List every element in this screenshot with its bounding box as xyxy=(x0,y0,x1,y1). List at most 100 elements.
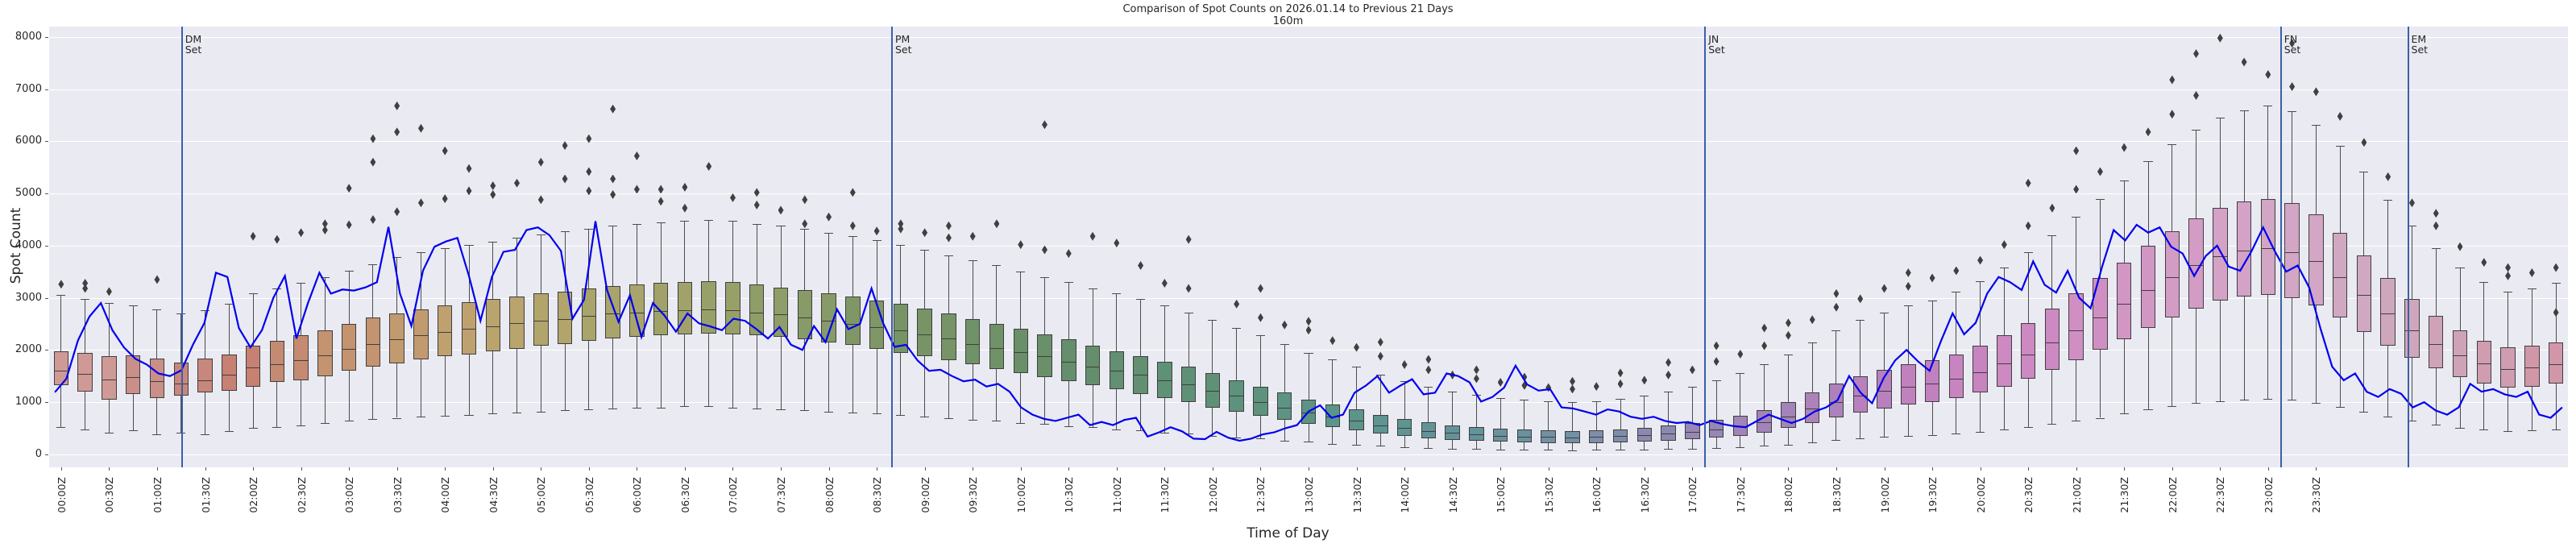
outlier-marker xyxy=(2289,39,2296,48)
whisker-cap xyxy=(2215,400,2225,402)
outlier-marker xyxy=(370,215,376,224)
x-tick-mark xyxy=(156,467,158,471)
x-tick-label: 22:00Z xyxy=(2166,477,2179,513)
box xyxy=(2284,202,2300,298)
x-tick-mark xyxy=(396,467,398,471)
box-whisker xyxy=(1811,342,1813,442)
outlier-marker xyxy=(1641,375,1648,385)
y-tick-mark xyxy=(45,141,48,143)
x-tick-mark xyxy=(2172,467,2173,471)
box-median xyxy=(581,315,597,317)
whisker-cap xyxy=(104,303,114,305)
x-tick-mark xyxy=(588,467,590,471)
outlier-marker xyxy=(849,221,856,230)
x-tick-mark xyxy=(2076,467,2077,471)
box xyxy=(2236,201,2252,297)
x-tick-label: 13:00Z xyxy=(1303,477,1315,513)
outlier-marker xyxy=(1089,231,1096,241)
x-tick-label: 07:30Z xyxy=(775,477,788,513)
box-median xyxy=(149,381,165,383)
box xyxy=(1037,334,1052,377)
box xyxy=(1852,375,1868,413)
x-tick-mark xyxy=(349,467,351,471)
box xyxy=(1349,409,1364,431)
box-median xyxy=(245,367,261,369)
box xyxy=(797,289,813,340)
outlier-marker xyxy=(1257,313,1263,322)
today-line-layer xyxy=(54,221,2563,442)
outlier-marker xyxy=(1665,370,1672,380)
outlier-marker xyxy=(2433,221,2439,230)
whisker-cap xyxy=(1112,293,1122,295)
x-tick-label: 18:00Z xyxy=(1782,477,1795,513)
outlier-marker xyxy=(586,167,592,176)
x-tick-mark xyxy=(2220,467,2221,471)
whisker-cap xyxy=(344,270,354,272)
y-tick-mark xyxy=(45,89,48,90)
whisker-cap xyxy=(2527,288,2537,289)
box-median xyxy=(1685,431,1700,433)
x-tick-label: 10:00Z xyxy=(1014,477,1027,513)
box-median xyxy=(1421,430,1437,432)
x-tick-label: 00:30Z xyxy=(103,477,116,513)
box-median xyxy=(2116,304,2132,305)
event-line xyxy=(2407,27,2409,467)
outlier-marker xyxy=(1713,341,1719,351)
whisker-cap xyxy=(1232,328,1242,330)
box-whisker xyxy=(1332,359,1334,444)
whisker-cap xyxy=(200,310,210,312)
whisker-cap xyxy=(704,406,714,408)
outlier-marker xyxy=(2289,81,2296,91)
x-tick-label: 03:00Z xyxy=(343,477,356,513)
whisker-cap xyxy=(1039,424,1050,425)
outlier-marker xyxy=(682,203,688,213)
outlier-marker xyxy=(849,188,856,197)
whisker-cap xyxy=(1711,448,1721,450)
x-tick-label: 11:00Z xyxy=(1110,477,1123,513)
outlier-marker xyxy=(633,151,640,161)
whisker-cap xyxy=(656,222,666,223)
outlier-marker xyxy=(562,174,568,184)
x-tick-label: 06:30Z xyxy=(678,477,691,513)
whisker-cap xyxy=(2311,124,2321,126)
whisker-cap xyxy=(2335,406,2345,408)
box-median xyxy=(2260,248,2276,250)
whisker-cap xyxy=(272,427,282,429)
outlier-marker xyxy=(442,146,448,156)
box-median xyxy=(1901,386,1916,388)
outlier-marker xyxy=(417,123,424,133)
box-median xyxy=(1469,434,1484,436)
box xyxy=(2188,218,2204,309)
whisker-cap xyxy=(297,425,306,426)
y-tick-label: 6000 xyxy=(15,135,42,147)
outlier-marker xyxy=(778,205,784,215)
outlier-marker xyxy=(1929,273,1935,283)
whisker-cap xyxy=(464,414,474,416)
box xyxy=(2476,340,2492,384)
outlier-marker xyxy=(586,134,592,143)
whisker-cap xyxy=(704,219,714,221)
x-tick-label: 23:00Z xyxy=(2262,477,2275,513)
whisker-cap xyxy=(872,240,881,242)
outlier-marker xyxy=(1785,330,1791,340)
outlier-marker xyxy=(154,275,160,284)
box xyxy=(2093,278,2108,351)
x-tick-label: 19:00Z xyxy=(1878,477,1891,513)
whisker-cap xyxy=(1495,397,1505,399)
whisker-cap xyxy=(536,411,545,413)
box-median xyxy=(1180,384,1197,386)
x-tick-label: 23:30Z xyxy=(2310,477,2323,513)
whisker-cap xyxy=(536,234,545,235)
box xyxy=(341,323,357,371)
x-tick-mark xyxy=(2316,467,2317,471)
box xyxy=(1276,392,1292,421)
outlier-marker xyxy=(2505,263,2512,272)
box-median xyxy=(317,355,333,356)
whisker-cap xyxy=(152,309,162,310)
whisker-cap xyxy=(2239,110,2249,111)
box xyxy=(1445,425,1460,440)
box-median xyxy=(2500,368,2516,370)
outlier-marker xyxy=(610,104,616,114)
whisker-cap xyxy=(560,410,570,412)
outlier-marker xyxy=(2313,87,2319,97)
